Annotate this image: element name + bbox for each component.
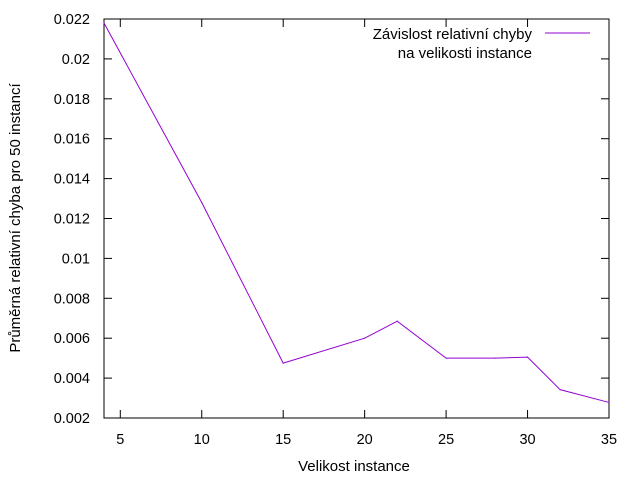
data-point — [282, 362, 284, 364]
x-tick-label: 10 — [194, 432, 210, 448]
data-point — [445, 357, 447, 359]
y-tick-label: 0.004 — [54, 371, 90, 387]
y-tick-label: 0.006 — [54, 331, 90, 347]
legend-label-line-2: na velikosti instance — [398, 45, 532, 62]
y-tick-label: 0.014 — [54, 172, 90, 188]
y-tick-label: 0.012 — [54, 212, 90, 228]
x-tick-label: 25 — [438, 432, 454, 448]
data-point — [559, 389, 561, 391]
legend: Závislost relativní chyby na velikosti i… — [373, 26, 590, 62]
x-tick-label: 35 — [601, 432, 617, 448]
data-point — [494, 357, 496, 359]
x-axis-title: Velikost instance — [298, 458, 410, 475]
plot-frame — [103, 18, 610, 419]
data-point — [364, 337, 366, 339]
data-point — [608, 401, 610, 404]
x-tick-label: 30 — [519, 432, 535, 448]
x-tick-label: 5 — [116, 432, 124, 448]
axis-ticks — [104, 18, 610, 419]
data-point — [201, 201, 203, 204]
y-tick-label: 0.018 — [54, 92, 90, 108]
axis-tick-labels: 5 10 15 20 25 30 35 0.002 0.004 0.006 0.008 0.01 0.0… — [54, 12, 617, 448]
y-tick-label: 0.01 — [62, 251, 90, 267]
y-tick-label: 0.002 — [54, 411, 90, 427]
y-tick-label: 0.008 — [54, 291, 90, 307]
x-tick-label: 20 — [357, 432, 373, 448]
y-tick-label: 0.02 — [62, 52, 90, 68]
data-point — [396, 320, 398, 322]
data-point — [526, 356, 529, 358]
y-tick-label: 0.022 — [54, 12, 90, 28]
x-tick-label: 15 — [275, 432, 291, 448]
series-points — [103, 22, 610, 404]
y-tick-label: 0.016 — [54, 132, 90, 148]
data-point — [103, 22, 105, 24]
legend-label-line-1: Závislost relativní chyby — [373, 26, 533, 43]
y-axis-title: Průměrná relativní chyba pro 50 instancí — [7, 83, 24, 353]
series-line — [103, 22, 610, 403]
